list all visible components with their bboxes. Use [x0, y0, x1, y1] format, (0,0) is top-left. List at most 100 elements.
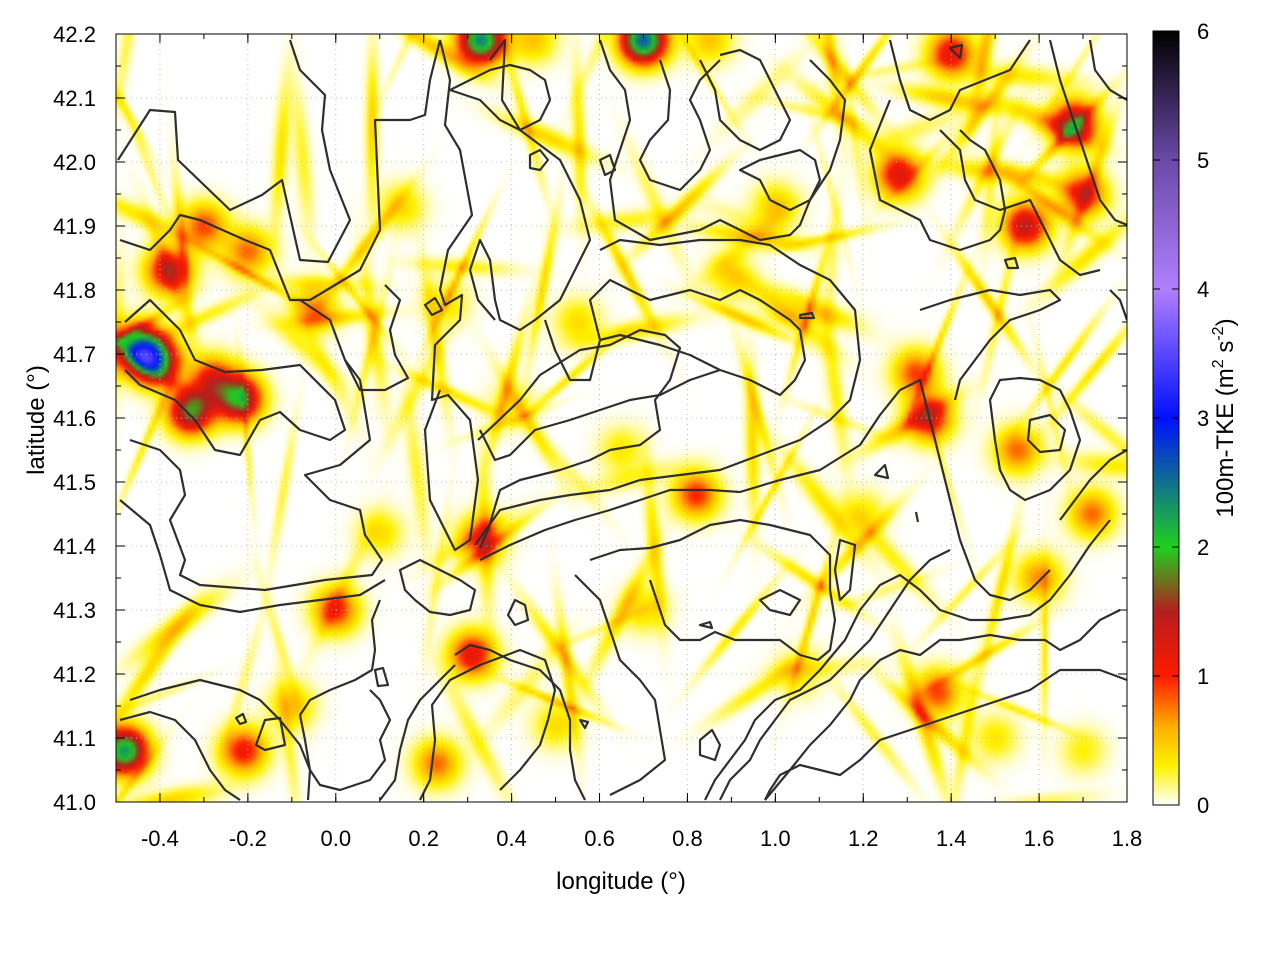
contour-line	[939, 129, 1101, 277]
contour-line	[1048, 39, 1127, 227]
colorbar-label-mid: s	[1212, 341, 1239, 360]
contour-line	[506, 598, 530, 627]
contour-line	[699, 48, 792, 152]
contour-line	[298, 599, 382, 801]
y-tick-label: 41.4	[53, 534, 96, 559]
plot-area	[115, 33, 1128, 803]
contour-line	[988, 376, 1082, 502]
y-tick-label: 41.3	[53, 598, 96, 623]
contour-line	[379, 664, 456, 801]
contour-line	[423, 39, 480, 552]
contour-line	[129, 299, 384, 592]
colorbar-tick-label: 4	[1197, 277, 1209, 302]
contour-line	[638, 59, 721, 192]
contour-line	[914, 511, 920, 523]
contour-line	[919, 288, 1062, 401]
colorbar-tick-label: 2	[1197, 535, 1209, 560]
x-tick-label: -0.4	[141, 826, 179, 851]
x-tick-label: 1.4	[936, 826, 967, 851]
contour-line	[1109, 289, 1127, 321]
colorbar-label-end: )	[1212, 318, 1239, 326]
contour-line	[719, 549, 951, 801]
contour-line	[448, 63, 552, 132]
colorbar-label-sup1: 2	[1210, 359, 1227, 368]
x-axis-tick-labels: -0.4 -0.2 0.0 0.2 0.4 0.6 0.8 1.0 1.2 1.4 1.6 1.8	[141, 826, 1142, 851]
y-axis-label: latitude (°)	[23, 365, 50, 475]
contour-line	[589, 518, 837, 662]
contour-line	[419, 648, 557, 801]
contour-line	[119, 499, 386, 614]
y-tick-label: 41.2	[53, 662, 96, 687]
contour-line	[948, 43, 964, 60]
colorbar-tick-label: 6	[1197, 19, 1209, 44]
x-tick-label: -0.2	[229, 826, 267, 851]
contour-line	[479, 368, 721, 462]
contour-line	[868, 99, 1007, 252]
contour-line	[1059, 449, 1127, 521]
x-tick-label: 0.8	[672, 826, 703, 851]
contour-line	[423, 296, 444, 317]
contour-line	[698, 620, 714, 630]
y-tick-label: 41.8	[53, 278, 96, 303]
contour-line	[704, 519, 1111, 801]
y-tick-label: 41.5	[53, 470, 96, 495]
contour-line	[124, 298, 347, 457]
contour-line	[764, 668, 1127, 801]
y-tick-label: 41.0	[53, 790, 96, 815]
x-tick-label: 0.6	[584, 826, 615, 851]
contour-line	[873, 463, 890, 480]
y-tick-label: 41.9	[53, 214, 96, 239]
y-tick-label: 42.2	[53, 22, 96, 47]
contour-line	[344, 284, 410, 392]
x-tick-label: 0.2	[408, 826, 439, 851]
contour-line	[1088, 39, 1127, 101]
colorbar-ticks: 0 1 2 3 4 5 6	[1153, 19, 1209, 818]
contour-line	[373, 666, 390, 688]
y-axis-tick-labels: 41.0 41.1 41.2 41.3 41.4 41.5 41.6 41.7 41.8 41.9…	[53, 22, 96, 815]
contour-line	[1026, 413, 1067, 454]
contour-line	[528, 148, 550, 172]
contour-line	[764, 609, 1121, 801]
contour-line	[738, 148, 822, 212]
x-tick-label: 1.8	[1112, 826, 1143, 851]
x-tick-label: 1.6	[1024, 826, 1055, 851]
y-tick-label: 42.1	[53, 86, 96, 111]
axis-ticks	[115, 33, 1128, 803]
colorbar-label-sup2: -2	[1210, 326, 1227, 340]
x-tick-label: 1.2	[848, 826, 879, 851]
contour-line	[234, 712, 248, 726]
colorbar-tick-label: 5	[1197, 148, 1209, 173]
y-tick-label: 42.0	[53, 150, 96, 175]
x-axis-label: longitude (°)	[556, 868, 686, 895]
colorbar-label-main: 100m-TKE (m	[1212, 368, 1239, 517]
contour-line	[698, 728, 722, 762]
contour-line	[468, 38, 592, 332]
colorbar-tick-label: 0	[1197, 793, 1209, 818]
colorbar-tick-label: 3	[1197, 406, 1209, 431]
y-tick-label: 41.1	[53, 726, 96, 751]
contour-line	[477, 328, 682, 549]
contour-line	[888, 39, 1031, 122]
colorbar-tick-label: 1	[1197, 664, 1209, 689]
y-tick-label: 41.7	[53, 342, 96, 367]
colorbar-label: 100m-TKE (m2 s-2)	[1210, 318, 1239, 517]
x-tick-label: 0.4	[496, 826, 527, 851]
terrain-contours	[117, 38, 1127, 801]
colorbar: 0 1 2 3 4 5 6 100m-TKE (m2 s-2)	[1152, 19, 1239, 818]
contour-line	[479, 378, 1051, 602]
contour-line	[574, 574, 667, 796]
contour-line	[798, 311, 816, 320]
contour-line	[758, 588, 802, 617]
contour-line	[833, 538, 857, 602]
contour-line	[474, 238, 862, 546]
contour-line	[398, 558, 477, 617]
contour-line	[254, 716, 287, 752]
contour-line	[454, 643, 586, 801]
contour-line	[598, 39, 847, 242]
y-tick-label: 41.6	[53, 406, 96, 431]
x-tick-label: 1.0	[760, 826, 791, 851]
contour-line	[578, 718, 590, 730]
contour-line	[117, 39, 352, 264]
contour-line	[598, 153, 617, 177]
